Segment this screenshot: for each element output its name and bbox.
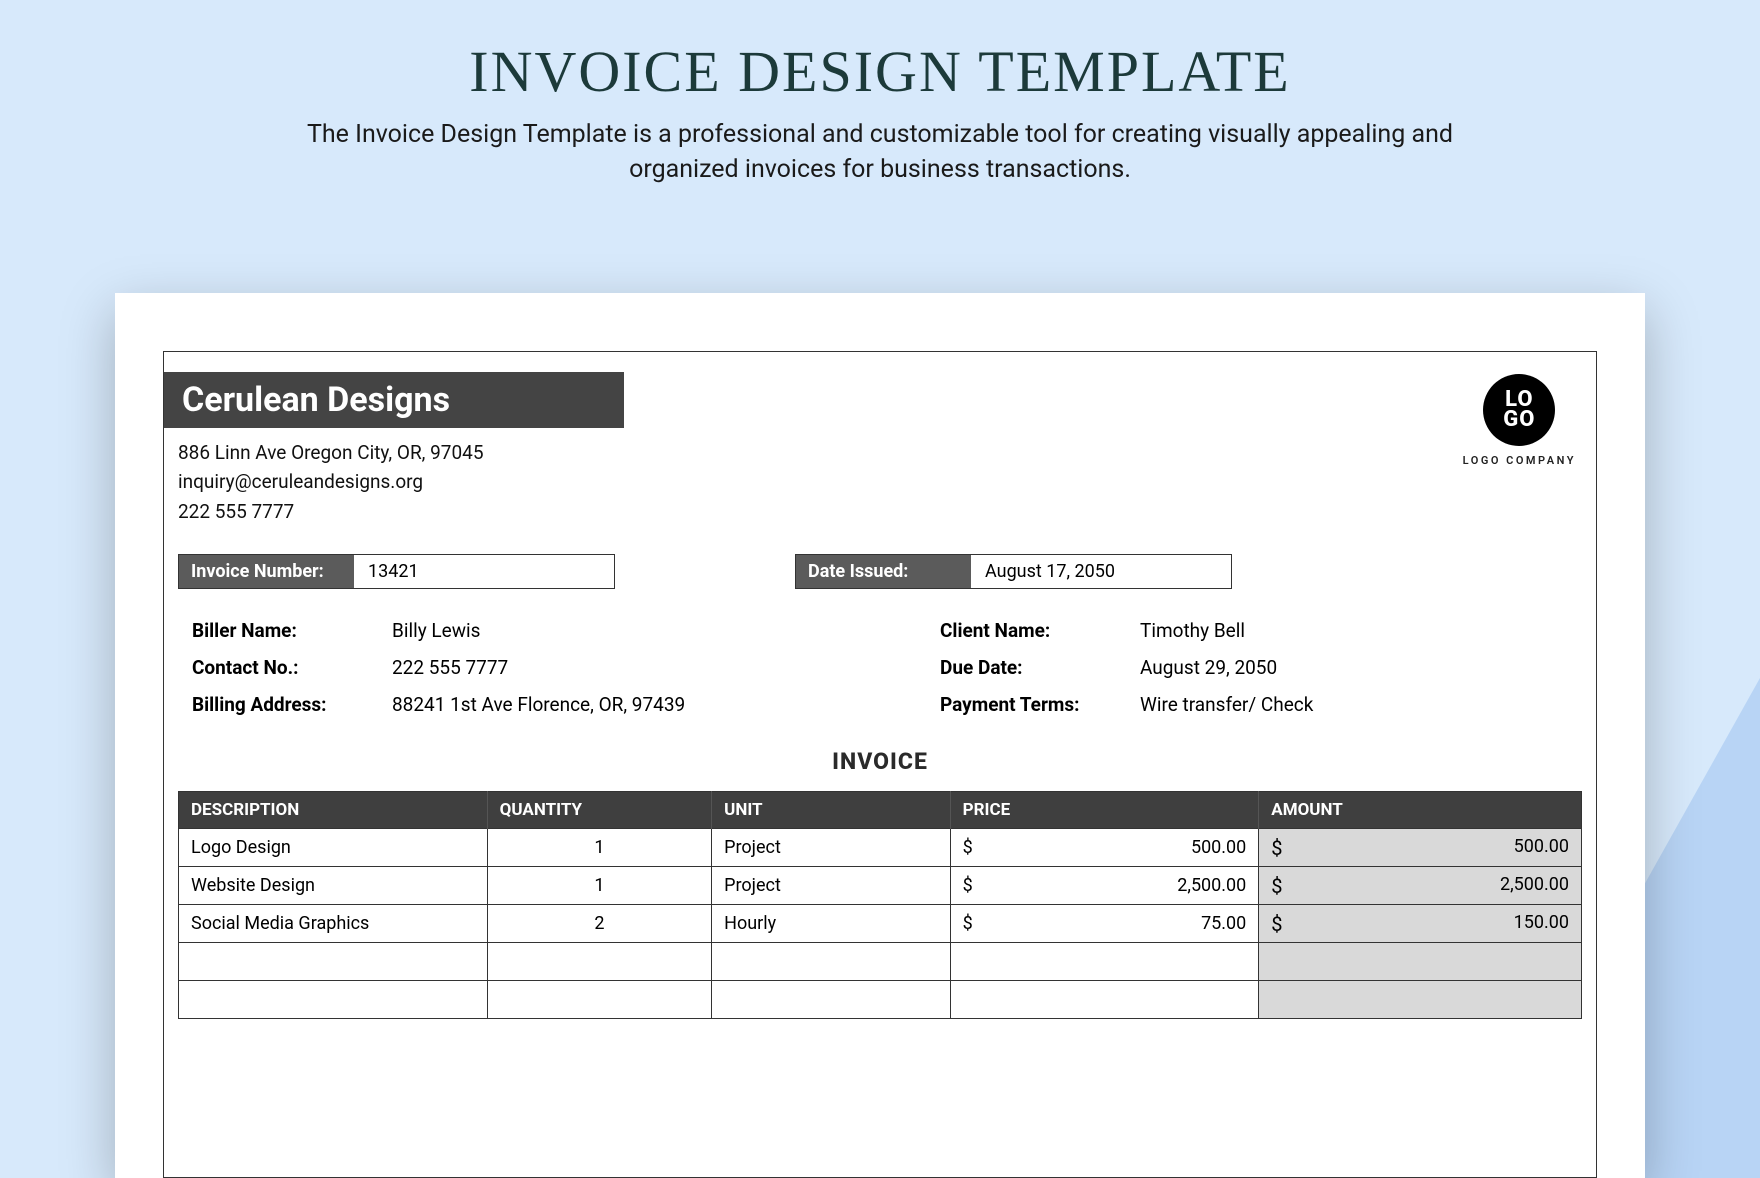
col-header-price: PRICE	[950, 792, 1259, 829]
cell-empty	[1259, 981, 1582, 1019]
biller-address-line: Billing Address: 88241 1st Ave Florence,…	[192, 693, 820, 716]
biller-name-label: Biller Name:	[192, 619, 392, 642]
date-issued-pair: Date Issued: August 17, 2050	[795, 554, 1232, 589]
payment-terms-label: Payment Terms:	[940, 693, 1140, 716]
table-header-row: DESCRIPTION QUANTITY UNIT PRICE AMOUNT	[179, 792, 1582, 829]
cell-empty	[487, 943, 711, 981]
logo-caption: LOGO COMPANY	[1463, 454, 1576, 467]
invoice-number-pair: Invoice Number: 13421	[178, 554, 615, 589]
biller-contact-line: Contact No.: 222 555 7777	[192, 656, 820, 679]
cell-amount: $2,500.00	[1259, 867, 1582, 905]
invoice-number-value: 13421	[354, 555, 614, 588]
cell-amount: $500.00	[1259, 829, 1582, 867]
cell-empty	[487, 981, 711, 1019]
biller-name-line: Biller Name: Billy Lewis	[192, 619, 820, 642]
cell-price: $500.00	[950, 829, 1259, 867]
cell-unit: Project	[712, 867, 951, 905]
client-name-value: Timothy Bell	[1140, 619, 1568, 642]
company-name-bar: Cerulean Designs	[164, 372, 624, 428]
biller-column: Biller Name: Billy Lewis Contact No.: 22…	[192, 619, 820, 730]
table-row: Logo Design1Project$500.00$500.00	[179, 829, 1582, 867]
line-items-table: DESCRIPTION QUANTITY UNIT PRICE AMOUNT L…	[178, 791, 1582, 1019]
cell-unit: Hourly	[712, 905, 951, 943]
cell-empty	[712, 943, 951, 981]
document-border: LO GO LOGO COMPANY Cerulean Designs 886 …	[163, 351, 1597, 1178]
col-header-unit: UNIT	[712, 792, 951, 829]
cell-empty	[712, 981, 951, 1019]
date-issued-value: August 17, 2050	[971, 555, 1231, 588]
cell-quantity: 1	[487, 867, 711, 905]
page-title: INVOICE DESIGN TEMPLATE	[0, 38, 1760, 105]
due-date-line: Due Date: August 29, 2050	[940, 656, 1568, 679]
cell-description: Social Media Graphics	[179, 905, 488, 943]
company-address: 886 Linn Ave Oregon City, OR, 97045	[178, 438, 1596, 467]
client-name-label: Client Name:	[940, 619, 1140, 642]
col-header-quantity: QUANTITY	[487, 792, 711, 829]
logo-icon: LO GO	[1483, 374, 1555, 446]
cell-price: $2,500.00	[950, 867, 1259, 905]
table-row: Social Media Graphics2Hourly$75.00$150.0…	[179, 905, 1582, 943]
client-column: Client Name: Timothy Bell Due Date: Augu…	[940, 619, 1568, 730]
page-subtitle: The Invoice Design Template is a profess…	[290, 117, 1470, 187]
table-row: Website Design1Project$2,500.00$2,500.00	[179, 867, 1582, 905]
payment-terms-value: Wire transfer/ Check	[1140, 693, 1568, 716]
cell-description: Logo Design	[179, 829, 488, 867]
cell-amount: $150.00	[1259, 905, 1582, 943]
company-phone: 222 555 7777	[178, 497, 1596, 526]
company-info: 886 Linn Ave Oregon City, OR, 97045 inqu…	[178, 438, 1596, 526]
client-name-line: Client Name: Timothy Bell	[940, 619, 1568, 642]
cell-unit: Project	[712, 829, 951, 867]
col-header-description: DESCRIPTION	[179, 792, 488, 829]
cell-empty	[179, 943, 488, 981]
invoice-number-label: Invoice Number:	[179, 555, 354, 588]
cell-empty	[950, 943, 1259, 981]
cell-empty	[179, 981, 488, 1019]
cell-empty	[950, 981, 1259, 1019]
due-date-value: August 29, 2050	[1140, 656, 1568, 679]
payment-terms-line: Payment Terms: Wire transfer/ Check	[940, 693, 1568, 716]
meta-row: Invoice Number: 13421 Date Issued: Augus…	[178, 554, 1582, 589]
col-header-amount: AMOUNT	[1259, 792, 1582, 829]
table-row-empty	[179, 943, 1582, 981]
table-row-empty	[179, 981, 1582, 1019]
cell-description: Website Design	[179, 867, 488, 905]
company-email: inquiry@ceruleandesigns.org	[178, 467, 1596, 496]
logo-block: LO GO LOGO COMPANY	[1463, 374, 1576, 467]
cell-price: $75.00	[950, 905, 1259, 943]
date-issued-label: Date Issued:	[796, 555, 971, 588]
biller-name-value: Billy Lewis	[392, 619, 820, 642]
biller-address-label: Billing Address:	[192, 693, 392, 716]
document-card: LO GO LOGO COMPANY Cerulean Designs 886 …	[115, 293, 1645, 1178]
biller-contact-value: 222 555 7777	[392, 656, 820, 679]
cell-empty	[1259, 943, 1582, 981]
invoice-heading: INVOICE	[164, 748, 1596, 775]
biller-contact-label: Contact No.:	[192, 656, 392, 679]
details-row: Biller Name: Billy Lewis Contact No.: 22…	[192, 619, 1568, 730]
cell-quantity: 2	[487, 905, 711, 943]
biller-address-value: 88241 1st Ave Florence, OR, 97439	[392, 693, 820, 716]
cell-quantity: 1	[487, 829, 711, 867]
logo-bottom: GO	[1503, 410, 1535, 430]
due-date-label: Due Date:	[940, 656, 1140, 679]
